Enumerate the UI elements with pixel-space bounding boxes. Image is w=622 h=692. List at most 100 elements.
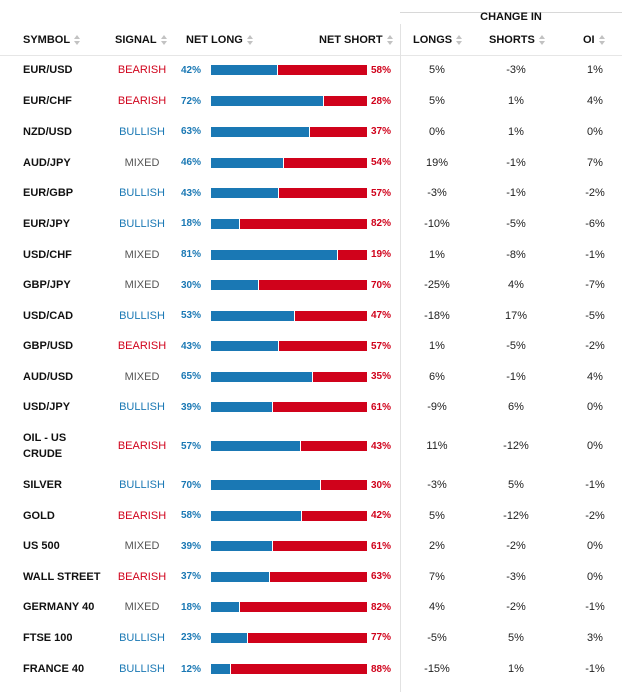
sentiment-bar xyxy=(211,480,367,490)
table-row[interactable]: NZD/USD BULLISH 63% 37% 0% 1% 0% xyxy=(0,116,622,147)
symbol-link[interactable]: AUD/JPY xyxy=(23,156,71,169)
shorts-change: 1% xyxy=(508,663,524,675)
symbol-link[interactable]: EUR/GBP xyxy=(23,187,74,199)
shorts-change: -12% xyxy=(503,509,529,522)
net-long-percent: 43% xyxy=(180,187,201,199)
table-row[interactable]: EUR/USD BEARISH 42% 58% 5% -3% 1% xyxy=(0,55,622,85)
sort-icon[interactable] xyxy=(74,34,82,46)
symbol-link[interactable]: NZD/USD xyxy=(23,125,72,138)
table-row[interactable]: GERMANY 40 MIXED 18% 82% 4% -2% -1% xyxy=(0,592,622,622)
longs-change: -5% xyxy=(427,631,447,644)
signal-label: BEARISH xyxy=(117,95,167,107)
signal-column-header[interactable]: SIGNAL xyxy=(115,33,169,47)
signal-label: MIXED xyxy=(124,370,160,383)
oi-header-label: OI xyxy=(583,34,595,46)
oi-change: 0% xyxy=(587,540,603,552)
table-row[interactable]: WALL STREET BEARISH 37% 63% 7% -3% 0% xyxy=(0,561,622,592)
symbol-link[interactable]: USD/JPY xyxy=(23,401,71,413)
symbol-link[interactable]: USD/CAD xyxy=(23,309,74,322)
symbol-link[interactable]: US 500 xyxy=(23,540,60,552)
symbol-link[interactable]: GERMANY 40 xyxy=(23,601,95,613)
net-long-bar-fill xyxy=(211,65,277,75)
net-short-percent: 61% xyxy=(371,540,392,552)
longs-change: -9% xyxy=(427,401,447,413)
symbol-link[interactable]: GBP/JPY xyxy=(23,279,71,291)
sentiment-bar xyxy=(211,127,367,137)
oi-change: -1% xyxy=(585,479,605,491)
symbol-link[interactable]: GOLD xyxy=(23,509,55,522)
symbol-link[interactable]: GBP/USD xyxy=(23,340,74,352)
symbol-column-header[interactable]: SYMBOL xyxy=(23,33,82,47)
symbol-link[interactable]: OIL - US CRUDE xyxy=(23,432,67,460)
table-row[interactable]: USD/CHF MIXED 81% 19% 1% -8% -1% xyxy=(0,239,622,270)
sort-icon[interactable] xyxy=(160,34,169,46)
symbol-link[interactable]: EUR/JPY xyxy=(23,217,71,230)
sort-icon[interactable] xyxy=(538,34,547,46)
signal-label: BEARISH xyxy=(117,440,167,452)
sentiment-bar xyxy=(211,441,367,451)
signal-label: MIXED xyxy=(124,156,160,169)
symbol-link[interactable]: WALL STREET xyxy=(23,570,101,583)
net-long-bar-fill xyxy=(211,188,278,198)
table-row[interactable]: GOLD BEARISH 58% 42% 5% -12% -2% xyxy=(0,500,622,531)
shorts-column-header[interactable]: SHORTS xyxy=(489,33,547,47)
longs-change: -18% xyxy=(424,309,450,322)
sentiment-bar xyxy=(211,280,367,290)
shorts-change: -1% xyxy=(506,187,526,199)
net-long-percent: 57% xyxy=(180,440,201,452)
table-row[interactable]: USD/JPY BULLISH 39% 61% -9% 6% 0% xyxy=(0,392,622,422)
symbol-link[interactable]: FTSE 100 xyxy=(23,631,73,644)
net-long-percent: 18% xyxy=(180,601,201,613)
oi-column-header[interactable]: OI xyxy=(583,33,607,47)
bar-divider xyxy=(300,441,301,451)
signal-label: BEARISH xyxy=(117,509,167,522)
net-short-percent: 61% xyxy=(371,401,392,413)
symbol-link[interactable]: EUR/USD xyxy=(23,64,73,76)
table-row[interactable]: FTSE 100 BULLISH 23% 77% -5% 5% 3% xyxy=(0,622,622,653)
table-row[interactable]: AUD/JPY MIXED 46% 54% 19% -1% 7% xyxy=(0,147,622,178)
net-long-bar-fill xyxy=(211,441,300,451)
symbol-link[interactable]: FRANCE 40 xyxy=(23,663,85,675)
bar-divider xyxy=(337,250,338,260)
longs-column-header[interactable]: LONGS xyxy=(413,33,464,47)
sort-icon[interactable] xyxy=(386,34,395,46)
table-row[interactable]: US 500 MIXED 39% 61% 2% -2% 0% xyxy=(0,531,622,561)
table-row[interactable]: GBP/USD BEARISH 43% 57% 1% -5% -2% xyxy=(0,331,622,361)
symbol-link[interactable]: AUD/USD xyxy=(23,370,74,383)
net-long-percent: 70% xyxy=(180,479,201,491)
sentiment-bar xyxy=(211,96,367,106)
table-row[interactable]: FRANCE 40 BULLISH 12% 88% -15% 1% -1% xyxy=(0,653,622,685)
table-row[interactable]: EUR/GBP BULLISH 43% 57% -3% -1% -2% xyxy=(0,178,622,208)
net-long-percent: 37% xyxy=(180,571,201,582)
net-long-bar-fill xyxy=(211,219,239,229)
change-column-divider xyxy=(400,24,401,692)
symbol-link[interactable]: SILVER xyxy=(23,479,62,491)
sort-icon[interactable] xyxy=(598,34,607,46)
table-row[interactable]: USD/CAD BULLISH 53% 47% -18% 17% -5% xyxy=(0,300,622,331)
bar-divider xyxy=(312,372,313,382)
header-divider xyxy=(0,55,622,56)
net-short-percent: 57% xyxy=(371,187,392,199)
symbol-link[interactable]: USD/CHF xyxy=(23,248,72,261)
sentiment-bar xyxy=(211,250,367,260)
oi-change: 0% xyxy=(587,570,603,583)
table-row[interactable]: AUD/USD MIXED 65% 35% 6% -1% 4% xyxy=(0,361,622,392)
sort-icon[interactable] xyxy=(246,34,255,46)
table-row[interactable]: EUR/CHF BEARISH 72% 28% 5% 1% 4% xyxy=(0,86,622,116)
shorts-change: 5% xyxy=(508,479,524,491)
table-row[interactable]: OIL - US CRUDE BEARISH 57% 43% 11% -12% 0% xyxy=(0,422,622,470)
net-short-column-header[interactable]: NET SHORT xyxy=(319,33,395,47)
longs-change: -3% xyxy=(427,187,447,199)
shorts-change: 6% xyxy=(508,401,524,413)
symbol-link[interactable]: EUR/CHF xyxy=(23,95,72,107)
sentiment-bar xyxy=(211,65,367,75)
longs-change: 5% xyxy=(429,64,445,76)
shorts-change: -1% xyxy=(506,156,526,169)
table-row[interactable]: GBP/JPY MIXED 30% 70% -25% 4% -7% xyxy=(0,270,622,300)
table-row[interactable]: EUR/JPY BULLISH 18% 82% -10% -5% -6% xyxy=(0,208,622,239)
net-long-percent: 43% xyxy=(180,340,201,352)
net-long-percent: 65% xyxy=(180,371,201,382)
net-long-column-header[interactable]: NET LONG xyxy=(186,33,255,47)
table-row[interactable]: SILVER BULLISH 70% 30% -3% 5% -1% xyxy=(0,470,622,500)
sort-icon[interactable] xyxy=(456,34,464,46)
